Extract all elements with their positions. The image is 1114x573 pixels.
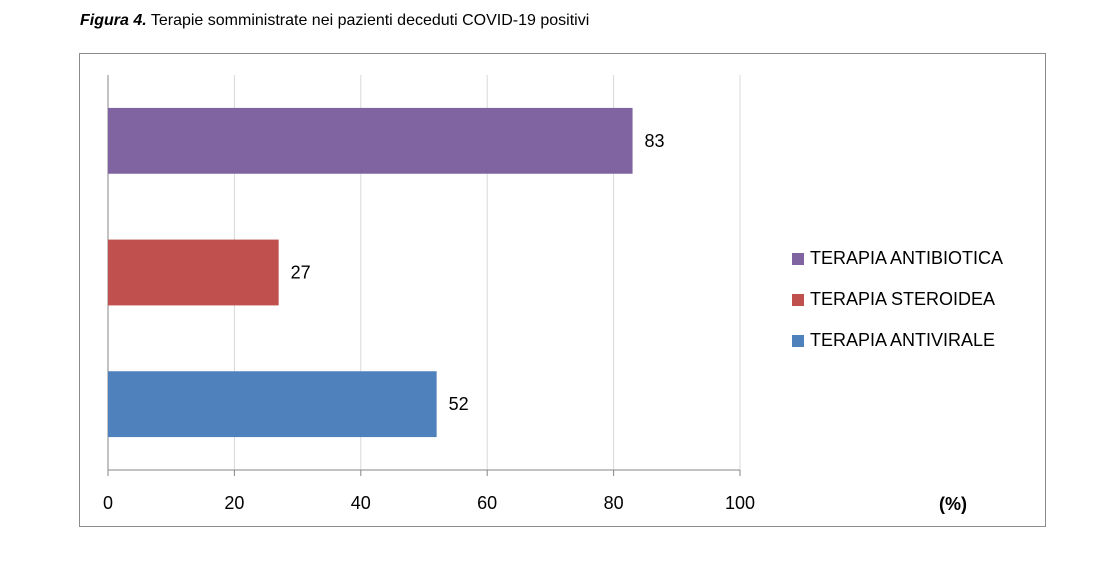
chart-legend: TERAPIA ANTIBIOTICA TERAPIA STEROIDEA TERA… xyxy=(792,238,1003,361)
figure-caption: Figura 4. Terapie somministrate nei pazi… xyxy=(80,12,589,30)
bar xyxy=(108,239,279,306)
data-label: 52 xyxy=(449,394,469,414)
legend-swatch xyxy=(792,252,804,265)
bar xyxy=(108,107,633,174)
x-tick-label: 0 xyxy=(103,493,113,513)
x-tick-label: 20 xyxy=(224,493,244,513)
figure-label: Figura 4. xyxy=(80,12,147,29)
legend-item: TERAPIA STEROIDEA xyxy=(792,279,1003,320)
x-tick-label: 40 xyxy=(351,493,371,513)
x-tick-label: 80 xyxy=(604,493,624,513)
bar xyxy=(108,371,437,438)
x-tick-label: 60 xyxy=(477,493,497,513)
legend-item: TERAPIA ANTIVIRALE xyxy=(792,320,1003,361)
legend-label: TERAPIA STEROIDEA xyxy=(810,289,996,309)
data-label: 27 xyxy=(291,263,311,283)
legend-item: TERAPIA ANTIBIOTICA xyxy=(792,238,1003,279)
legend-label: TERAPIA ANTIVIRALE xyxy=(810,330,996,350)
data-label: 83 xyxy=(645,131,665,151)
x-tick-label: 100 xyxy=(725,493,755,513)
legend-swatch xyxy=(792,334,804,347)
legend-swatch xyxy=(792,293,804,306)
legend-label: TERAPIA ANTIBIOTICA xyxy=(810,248,1004,268)
figure-title: Terapie somministrate nei pazienti deced… xyxy=(150,12,590,29)
chart-frame xyxy=(79,53,1046,527)
x-axis-unit: (%) xyxy=(939,494,967,514)
